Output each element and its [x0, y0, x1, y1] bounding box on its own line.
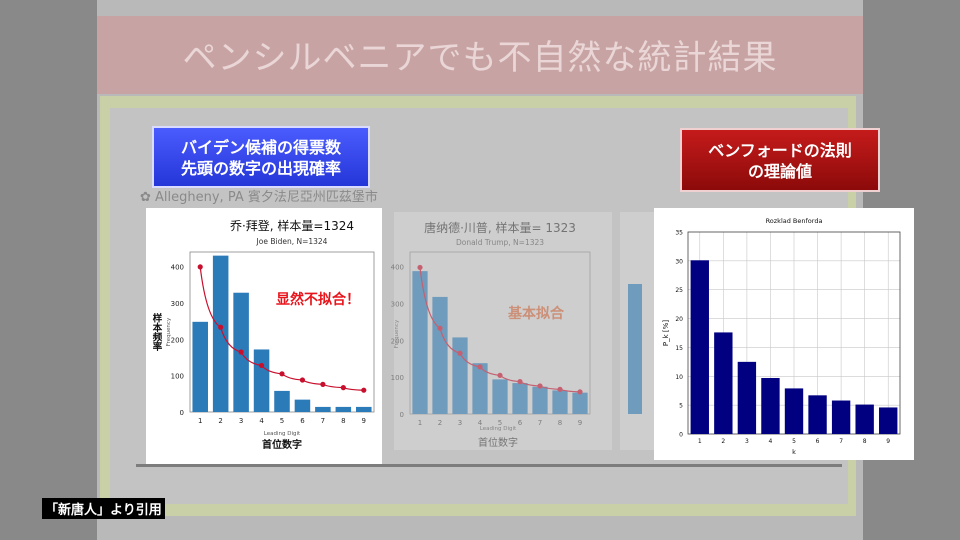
benford-chart: Rozklad Benforda 0 5 10 15 20 25 30 35 1 2 3 4 5 6 7 8 9 k… [662, 217, 901, 456]
biden-bar-9 [356, 406, 372, 412]
biden-bar-1 [192, 321, 208, 412]
biden-curve-point-4 [258, 362, 265, 369]
benford-bar-4 [761, 378, 780, 434]
biden-ytick-label: 400 [171, 264, 184, 272]
biden-chart: 乔·拜登, 样本量=1324 Joe Biden, N=1324 0 100 200 30… [151, 218, 375, 451]
benford-ytick-label: 10 [675, 374, 683, 381]
biden-ytick-label: 300 [171, 300, 184, 308]
biden-curve-point-1 [197, 264, 203, 270]
slide-title: ペンシルベニアでも不自然な統計結果 [182, 38, 778, 78]
benford-xtick-label: 7 [839, 438, 843, 445]
benford-ytick-label: 20 [675, 316, 683, 323]
divider-line [136, 464, 842, 467]
benford-bar-5 [784, 388, 804, 434]
biden-ytick-label: 100 [171, 373, 184, 381]
biden-y-axis-label: 样本频率 [151, 312, 163, 352]
biden-callout: バイデン候補の得票数 先頭の数字の出現確率 [152, 126, 370, 188]
biden-curve-point-3 [238, 349, 244, 355]
benford-ytick-label: 25 [675, 287, 683, 294]
biden-x-axis-label: 首位数字 [262, 438, 302, 451]
benford-bar-9 [879, 407, 898, 434]
benford-y-axis-label: P_k [%] [662, 320, 670, 346]
biden-chart-panel: 乔·拜登, 样本量=1324 Joe Biden, N=1324 0 100 200 30… [146, 208, 382, 464]
biden-chart-subtitle: Joe Biden, N=1324 [256, 237, 328, 246]
benford-bar-2 [714, 332, 733, 434]
biden-x-axis-sublabel: Leading Digit [264, 431, 301, 437]
benford-bar-1 [690, 260, 709, 434]
biden-curve-point-7 [320, 381, 326, 387]
biden-callout-line1: バイデン候補の得票数 [180, 138, 341, 157]
location-subheading: ✿ Allegheny, PA 賓夕法尼亞州匹茲堡市 [140, 190, 378, 205]
benford-xtick-label: 9 [886, 438, 890, 445]
biden-ytick-label: 0 [180, 409, 184, 417]
source-caption: 「新唐人」より引用 [42, 498, 165, 519]
biden-ytick-label: 200 [171, 336, 184, 344]
biden-curve-point-8 [340, 385, 346, 391]
benford-xtick-label: 5 [792, 438, 796, 445]
biden-xtick-label: 5 [280, 417, 284, 425]
left-letterbox [0, 0, 97, 540]
benford-callout: ベンフォードの法則 の理論値 [680, 128, 880, 192]
benford-chart-panel: Rozklad Benforda 0 5 10 15 20 25 30 35 1 2 3 4 5 6 7 8 9 k… [654, 208, 914, 460]
benford-bar-8 [855, 404, 874, 434]
biden-bar-5 [274, 390, 290, 412]
benford-xtick-label: 2 [721, 438, 725, 445]
biden-curve-point-9 [361, 387, 367, 393]
biden-xtick-label: 2 [218, 417, 222, 425]
benford-xtick-label: 4 [769, 438, 773, 445]
biden-curve-point-6 [299, 377, 306, 383]
benford-xtick-label: 3 [745, 438, 749, 445]
biden-curve-point-2 [218, 324, 224, 330]
benford-ytick-label: 35 [675, 230, 683, 237]
biden-bar-4 [253, 349, 270, 412]
biden-bar-7 [315, 406, 331, 412]
benford-bar-7 [831, 400, 851, 434]
biden-bar-2 [212, 255, 229, 412]
biden-xtick-label: 1 [198, 417, 202, 425]
benford-bar-3 [737, 361, 757, 434]
benford-chart-title: Rozklad Benforda [766, 217, 823, 225]
benford-ytick-label: 15 [675, 345, 683, 352]
benford-ytick-label: 30 [675, 258, 683, 265]
biden-bar-8 [335, 406, 352, 412]
benford-ytick-label: 5 [679, 403, 683, 410]
biden-chart-title: 乔·拜登, 样本量=1324 [230, 218, 354, 233]
benford-x-axis-label: k [792, 448, 796, 456]
biden-callout-line2: 先頭の数字の出現確率 [180, 159, 341, 178]
title-band [97, 16, 863, 94]
biden-y-axis-sublabel: Frequency [166, 317, 172, 346]
benford-xtick-label: 1 [698, 438, 702, 445]
biden-bar-6 [294, 399, 311, 412]
benford-callout-line2: の理論値 [747, 162, 812, 181]
benford-bar-6 [808, 395, 827, 434]
benford-xtick-label: 8 [863, 438, 867, 445]
biden-misfit-annotation: 显然不拟合！ [276, 291, 360, 308]
biden-xtick-label: 4 [259, 417, 264, 425]
biden-xtick-label: 9 [362, 417, 366, 425]
biden-xtick-label: 8 [341, 417, 345, 425]
biden-xtick-label: 6 [300, 417, 305, 425]
biden-curve-point-5 [279, 371, 285, 377]
benford-callout-line1: ベンフォードの法則 [708, 141, 852, 160]
benford-xtick-label: 6 [816, 438, 820, 445]
biden-xtick-label: 7 [321, 417, 325, 425]
benford-ytick-label: 0 [679, 432, 683, 439]
biden-xtick-label: 3 [239, 417, 243, 425]
